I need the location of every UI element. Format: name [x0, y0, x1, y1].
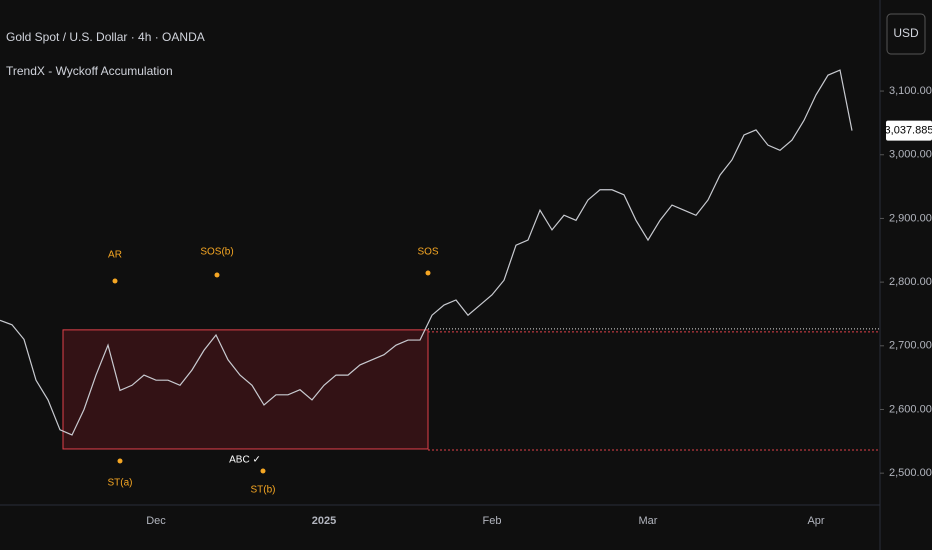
- annotation-label: ST(a): [108, 478, 133, 489]
- x-tick-label: Mar: [639, 515, 658, 527]
- y-tick-label: 2,600.000: [889, 403, 932, 415]
- y-tick-label: 2,800.000: [889, 276, 932, 288]
- annotation-dot: [425, 270, 431, 276]
- y-tick-label: 3,100.000: [889, 85, 932, 97]
- indicator-name: TrendX - Wyckoff Accumulation: [6, 64, 173, 78]
- y-tick-label: 3,000.000: [889, 149, 932, 161]
- annotation-dot: [260, 468, 266, 474]
- annotation-dot: [112, 278, 118, 284]
- currency-label[interactable]: USD: [893, 26, 919, 40]
- x-tick-label: Dec: [146, 515, 166, 527]
- annotation-dot: [214, 272, 220, 278]
- last-price-box: [886, 120, 932, 141]
- price-line: [0, 69, 853, 436]
- annotation-dot: [117, 458, 123, 464]
- y-tick-label: 2,700.000: [889, 340, 932, 352]
- annotation-label: ST(b): [251, 485, 276, 496]
- range-box: [62, 329, 429, 450]
- x-tick-label: 2025: [312, 515, 336, 527]
- x-tick-label: Apr: [807, 515, 824, 527]
- x-tick-label: Feb: [483, 515, 502, 527]
- chart-title: Gold Spot / U.S. Dollar · 4h · OANDA: [6, 30, 205, 44]
- y-tick-label: 2,900.000: [889, 212, 932, 224]
- last-price-label: 3,037.885: [885, 125, 932, 137]
- y-tick-label: 2,500.000: [889, 467, 932, 479]
- annotation-label: AR: [108, 250, 122, 261]
- annotation-label: SOS: [417, 247, 438, 258]
- currency-button[interactable]: [886, 13, 926, 55]
- annotation-label: SOS(b): [200, 247, 233, 258]
- annotation-label: ABC ✓: [229, 455, 261, 466]
